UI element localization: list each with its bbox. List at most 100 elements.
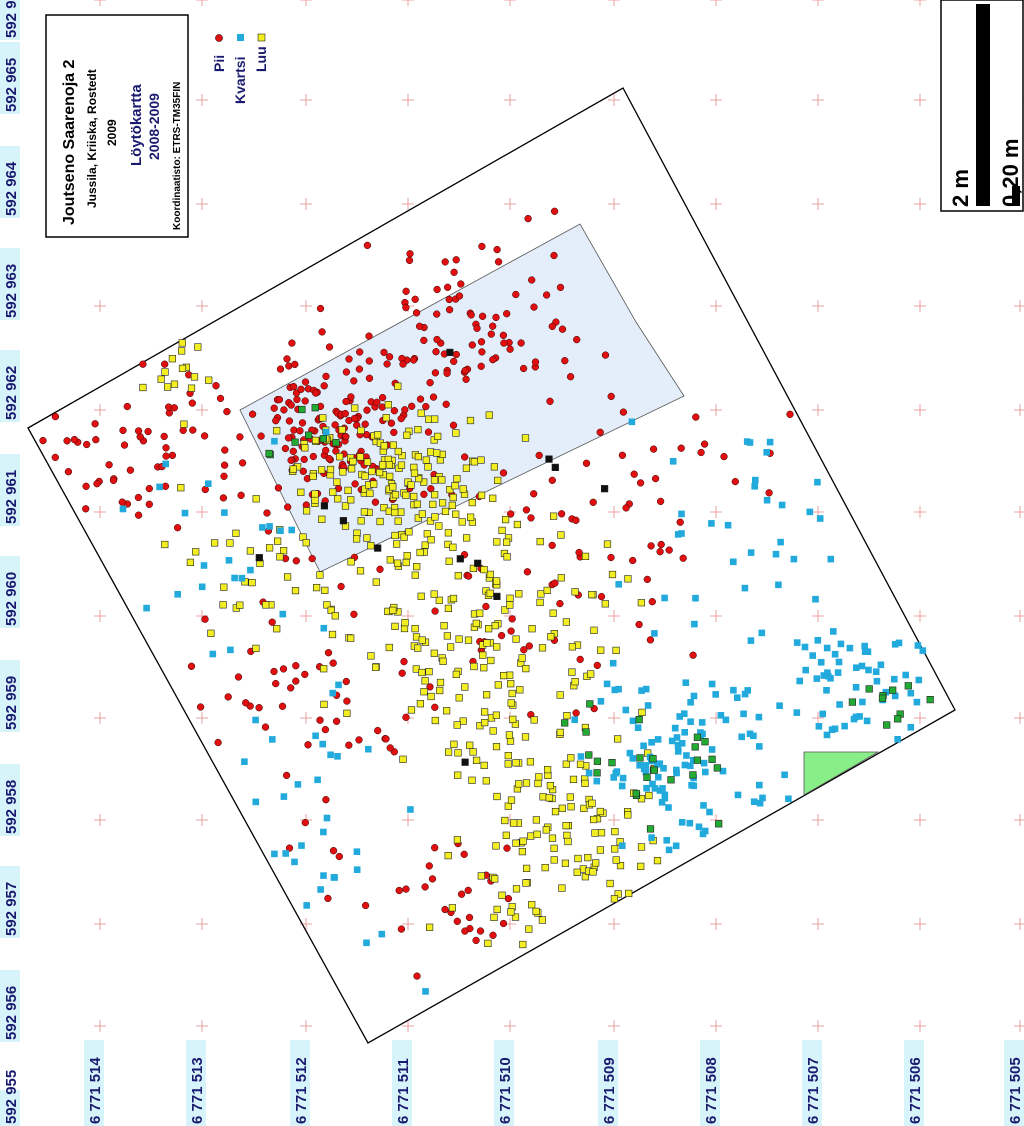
find-luu (494, 681, 502, 689)
find-pii (468, 341, 476, 349)
find-luu (311, 436, 320, 445)
find-luu (323, 601, 331, 609)
find-luu (462, 464, 471, 472)
find-luu (391, 531, 399, 540)
find-luu (590, 626, 598, 634)
find-luu (265, 544, 274, 552)
find-luu (435, 522, 443, 530)
find-luu (491, 621, 499, 630)
find-luu (480, 565, 488, 574)
find-luu (454, 749, 462, 757)
find-pii (457, 890, 466, 898)
find-luu (347, 634, 355, 642)
find-pii (548, 476, 556, 484)
find-luu (469, 748, 477, 756)
find-luu (458, 518, 466, 526)
find-pii (362, 431, 371, 439)
find-pii (284, 503, 292, 511)
find-kvartsi (814, 478, 821, 486)
find-pii (607, 392, 615, 401)
grid-cross (196, 506, 208, 518)
find-luu (279, 547, 288, 555)
find-luu (416, 548, 424, 557)
find-pii (450, 268, 458, 276)
find-pii (493, 245, 501, 254)
find-pii (477, 362, 485, 370)
find-luu (410, 492, 418, 501)
find-luu (584, 853, 592, 862)
find-green (586, 700, 594, 708)
grid-cross (914, 300, 926, 312)
find-luu (589, 815, 598, 824)
find-kvartsi (312, 732, 319, 740)
find-pii (287, 401, 295, 409)
find-luu (393, 559, 402, 567)
easting-label-text: 592 965 (3, 58, 20, 112)
find-luu (341, 502, 350, 510)
find-green (715, 820, 723, 828)
find-pii (400, 657, 408, 666)
find-luu (367, 542, 375, 550)
find-luu (493, 792, 501, 801)
grid-cross (914, 198, 926, 210)
find-green (291, 438, 299, 446)
find-kvartsi (734, 694, 741, 701)
find-luu (177, 484, 185, 492)
find-kvartsi (746, 439, 754, 446)
find-kvartsi (668, 737, 676, 745)
find-luu (394, 517, 402, 525)
find-luu (380, 442, 388, 450)
grid-cross (94, 814, 106, 826)
find-luu (501, 606, 509, 614)
find-luu (481, 718, 489, 727)
grid-cross (94, 1020, 106, 1032)
find-kvartsi (830, 628, 837, 635)
find-kvartsi (834, 669, 842, 676)
easting-label-592963: 592 963 (0, 248, 20, 320)
find-luu (434, 432, 442, 441)
legend-label-kvartsi: Kvartsi (232, 57, 248, 104)
find-green (650, 766, 658, 774)
find-luu (597, 829, 606, 837)
find-luu (444, 529, 453, 537)
find-luu (502, 538, 511, 546)
find-luu (190, 373, 199, 381)
find-luu (220, 583, 228, 591)
find-pii (647, 542, 655, 550)
find-kvartsi (907, 689, 915, 697)
find-luu (453, 721, 461, 729)
find-pii (145, 484, 153, 493)
find-pii (272, 679, 280, 688)
find-pii (70, 435, 79, 444)
find-luu (472, 619, 480, 627)
find-luu (512, 839, 520, 847)
find-pii (168, 451, 177, 460)
find-kvartsi (683, 752, 690, 759)
find-luu (549, 512, 558, 520)
find-luu (522, 864, 531, 872)
find-pii (350, 377, 358, 385)
find-pii (355, 736, 363, 744)
find-pii (402, 885, 410, 893)
find-luu (178, 339, 186, 347)
find-luu (533, 830, 541, 838)
find-pii (281, 444, 290, 453)
grid-cross (504, 0, 516, 6)
find-luu (441, 507, 450, 516)
find-luu (612, 856, 620, 864)
find-pii (467, 311, 475, 319)
find-pii (520, 646, 528, 654)
find-luu (452, 429, 460, 437)
find-luu (507, 908, 515, 916)
find-kvartsi (891, 641, 899, 648)
find-kvartsi (741, 584, 749, 592)
find-pii (409, 356, 418, 364)
find-pii (380, 348, 388, 357)
find-pii (236, 433, 244, 441)
find-green (926, 695, 934, 704)
find-pii (643, 575, 651, 584)
find-pii (312, 389, 320, 397)
find-kvartsi (269, 736, 276, 743)
legend-label-luu: Luu (253, 46, 269, 72)
grid-cross (914, 712, 926, 724)
